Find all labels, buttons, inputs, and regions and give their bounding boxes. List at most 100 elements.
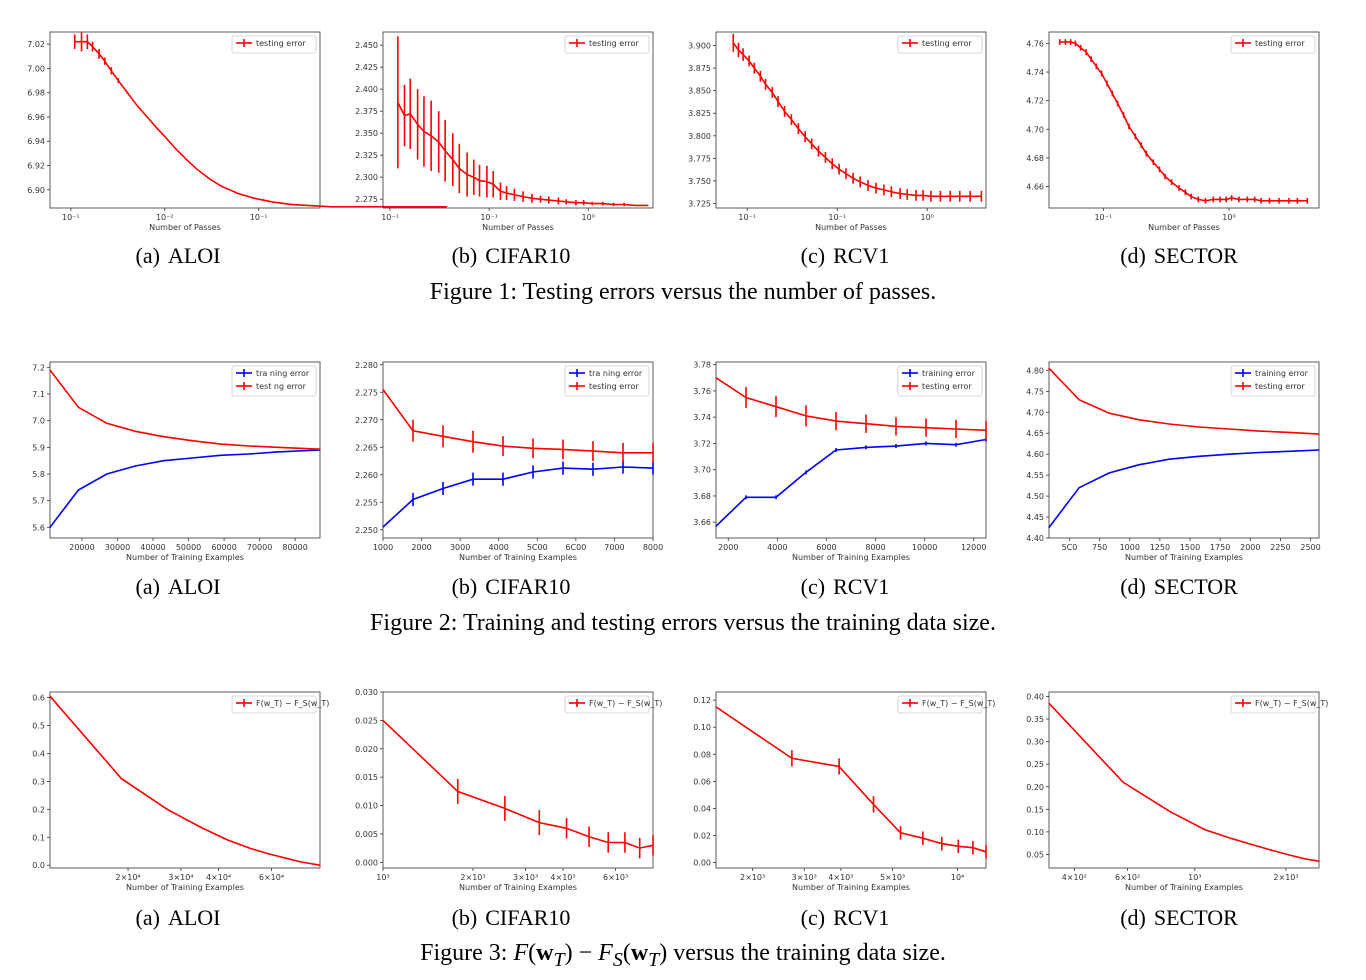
data-point	[805, 471, 807, 473]
legend-box	[897, 695, 983, 714]
data-point	[835, 449, 837, 451]
subcaption-fig1-a: (a) ALOI	[135, 243, 221, 268]
y-tick-label: 5.8	[32, 470, 45, 479]
data-point	[502, 478, 504, 480]
x-tick-label: 5×10³	[880, 873, 905, 882]
series-line	[49, 449, 321, 528]
data-point	[412, 498, 414, 501]
data-point	[1122, 781, 1124, 783]
y-tick-label: 2.250	[355, 526, 378, 535]
legend-box	[564, 365, 650, 397]
data-point	[777, 100, 779, 103]
data-point	[1095, 65, 1097, 67]
data-point	[412, 430, 414, 432]
data-point	[790, 118, 793, 121]
legend-box	[231, 695, 317, 714]
data-point	[1108, 472, 1110, 474]
legend-box	[231, 365, 317, 397]
x-tick-label: 3×10³	[792, 873, 817, 882]
data-point	[134, 465, 136, 467]
y-tick-label: 3.825	[688, 109, 711, 118]
chart-fig3-rcv1: 0.12 0.10 0.08 0.06 0.04 0.02 0.00 2×10³ 3×10³ 4×…	[676, 691, 996, 902]
x-tick-label: 5C00	[527, 543, 548, 552]
data-point	[276, 451, 278, 453]
data-point	[1122, 114, 1125, 116]
data-point	[565, 827, 568, 829]
data-point	[592, 468, 594, 470]
data-point	[624, 841, 626, 844]
data-point	[120, 778, 122, 780]
y-tick-label: 3.875	[688, 64, 711, 73]
data-point	[1231, 197, 1233, 199]
legend-label: training error	[1255, 369, 1309, 378]
data-point	[106, 422, 108, 424]
chart-fig2-aloi: 7.2 7.1 7.0 5.9 5.8 5.7 5.6 20000 30000 40000 5000…	[10, 361, 330, 572]
chart-svg: 7.2 7.1 7.0 5.9 5.8 5.7 5.6 20000 30000 40000 5000…	[32, 361, 321, 562]
subcaption-fig3-b: (b) CIFAR10	[451, 905, 571, 930]
series-group	[1048, 702, 1320, 862]
x-tick-label: 2000	[411, 543, 431, 552]
data-point	[191, 440, 193, 442]
legend-label: F(w_T) − F_S(w_T)	[922, 699, 995, 708]
x-tick-label: 4×10³	[550, 873, 575, 882]
chart-fig1-rcv1: 3.900 3.875 3.850 3.825 3.800 3.775 3.750 3.725…	[676, 31, 996, 242]
y-tick-label: 5.9	[32, 443, 45, 452]
series-line	[1048, 702, 1320, 862]
x-tick-label: 30000	[105, 543, 130, 552]
data-point	[831, 163, 833, 165]
legend-box	[564, 695, 650, 714]
data-point	[742, 53, 744, 56]
data-point	[732, 42, 734, 44]
data-point	[715, 377, 717, 379]
y-tick-label: 3.775	[688, 154, 711, 163]
data-point	[442, 435, 444, 437]
y-tick-label: 3.74	[693, 413, 711, 422]
data-point	[1198, 426, 1200, 428]
data-point	[771, 91, 773, 94]
y-tick-label: 0.06	[693, 777, 711, 786]
y-tick-label: 0.30	[1026, 738, 1044, 747]
data-point	[872, 803, 875, 805]
plot-frame	[715, 691, 987, 869]
data-point	[1184, 191, 1186, 193]
series-group	[397, 36, 649, 207]
data-point	[499, 190, 502, 192]
x-tick-label: 6×10³	[603, 873, 628, 882]
legend-box	[1230, 695, 1316, 714]
chart-fig1-aloi: 7.02 7.00 6.98 6.96 6.94 6.92 6.90 10⁻¹ 10⁻² 10⁻¹…	[10, 31, 448, 242]
x-tick-label: 10000	[912, 543, 937, 552]
chart-fig3-aloi: 0.6 0.5 0.4 0.3 0.2 0.1 0.0 2×10⁴ 3×10⁴ 4×10⁴ 6×10…	[10, 691, 330, 902]
y-tick-label: 5.6	[32, 523, 45, 532]
legend: testing error	[564, 35, 650, 54]
x-tick-label: 8000	[865, 543, 885, 552]
series-line	[382, 389, 653, 454]
subcaption-fig2-d: (d) SECTOR	[1120, 574, 1238, 599]
data-point	[791, 757, 793, 759]
data-point	[397, 101, 399, 103]
legend-label: F(w_T) − F_S(w_T)	[1255, 699, 1328, 708]
y-tick-label: 3.76	[693, 387, 711, 396]
data-point	[1260, 200, 1262, 202]
y-tick-label: 4.60	[1026, 450, 1044, 459]
data-point	[759, 75, 761, 77]
y-tick-label: 2.255	[355, 498, 378, 507]
x-axis-label: Number of Training Examples	[126, 553, 244, 562]
chart-fig1-sector: 4.76 4.74 4.72 4.70 4.68 4.66 10⁻¹ 10⁰ Number of…	[1009, 31, 1329, 242]
y-tick-label: 2.280	[355, 361, 378, 370]
data-point	[930, 195, 932, 197]
data-point	[1204, 829, 1206, 831]
series-line	[715, 377, 987, 432]
chart-svg: 4.80 4.75 4.70 4.65 4.60 4.55 4.50 4.45 4.40 5C0 7…	[1026, 361, 1321, 562]
chart-svg: 0.6 0.5 0.4 0.3 0.2 0.1 0.0 2×10⁴ 3×10⁴ 4×10⁴ 6×10…	[32, 691, 329, 892]
data-point	[890, 191, 892, 193]
data-point	[248, 445, 250, 447]
data-point	[532, 447, 534, 449]
y-tick-label: 4.40	[1026, 534, 1044, 543]
x-tick-label: 20000	[69, 543, 94, 552]
x-tick-label: 10⁰	[582, 213, 595, 222]
data-point	[486, 181, 488, 183]
data-point	[91, 45, 94, 48]
data-point	[591, 203, 593, 205]
y-tick-label: 0.02	[693, 832, 711, 841]
chart-fig2-sector: 4.80 4.75 4.70 4.65 4.60 4.55 4.50 4.45 4.40 5C0 7…	[1009, 361, 1329, 572]
